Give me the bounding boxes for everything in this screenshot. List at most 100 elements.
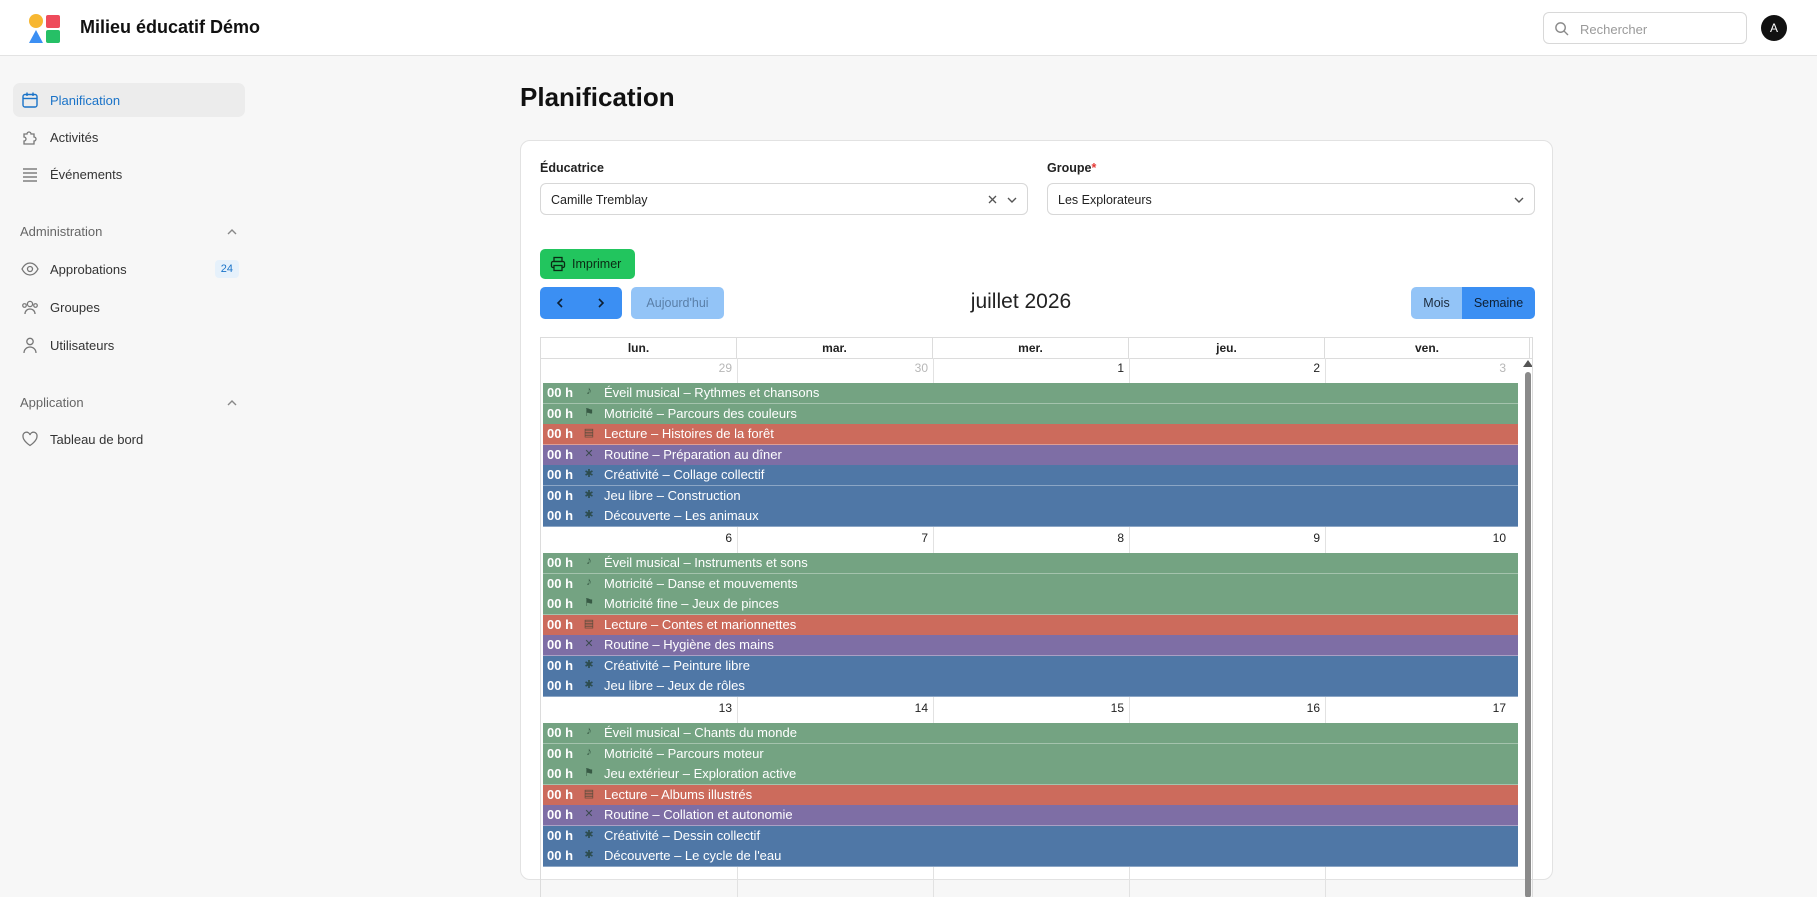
scroll-thumb[interactable] [1525, 372, 1531, 897]
event-time: 00 h [547, 447, 574, 462]
sidebar-item-activites[interactable]: Activités [13, 120, 245, 154]
day-number[interactable]: 14 [914, 701, 928, 715]
event-time: 00 h [547, 807, 574, 822]
day-number[interactable]: 30 [914, 361, 928, 375]
running-icon: ⚑ [584, 407, 594, 419]
event-title: Éveil musical – Rythmes et chansons [604, 385, 820, 400]
planning-card: Éducatrice Camille Tremblay Groupe* Les … [520, 140, 1553, 897]
calendar-event[interactable]: 00 h ✱ Jeu libre – Construction [543, 486, 1518, 507]
calendar-event[interactable]: 00 h ✱ Découverte – Les animaux [543, 506, 1518, 527]
groupe-select[interactable]: Les Explorateurs [1047, 183, 1535, 215]
event-title: Motricité – Parcours des couleurs [604, 406, 797, 421]
sidebar-item-groupes[interactable]: Groupes [13, 290, 245, 324]
user-avatar[interactable]: A [1761, 15, 1787, 41]
day-number[interactable]: 2 [1313, 361, 1320, 375]
event-time: 00 h [547, 617, 574, 632]
calendar-nav [540, 287, 622, 319]
view-week-button[interactable]: Semaine [1462, 287, 1535, 319]
event-time: 00 h [547, 576, 574, 591]
calendar-event[interactable]: 00 h ▤ Lecture – Contes et marionnettes [543, 615, 1518, 636]
search-icon [1555, 22, 1569, 36]
calendar-event[interactable]: 00 h ✱ Jeu libre – Jeux de rôles [543, 676, 1518, 697]
weekday-label: ven. [1325, 338, 1530, 358]
groupe-label: Groupe* [1047, 161, 1096, 175]
event-title: Motricité – Parcours moteur [604, 746, 764, 761]
prev-button[interactable] [540, 287, 581, 319]
calendar-event[interactable]: 00 h ⚑ Jeu extérieur – Exploration active [543, 764, 1518, 785]
chevron-up-icon[interactable] [226, 397, 238, 409]
day-number[interactable]: 7 [921, 531, 928, 545]
calendar-event[interactable]: 00 h ⚑ Motricité – Parcours des couleurs [543, 404, 1518, 425]
sidebar-item-evenements[interactable]: Événements [13, 157, 245, 191]
calendar-event[interactable]: 00 h ♪ Éveil musical – Rythmes et chansons [543, 383, 1518, 404]
event-time: 00 h [547, 637, 574, 652]
event-time: 00 h [547, 488, 574, 503]
day-number[interactable]: 1 [1117, 361, 1124, 375]
calendar-event[interactable]: 00 h ⚑ Motricité fine – Jeux de pinces [543, 594, 1518, 615]
calendar-event[interactable]: 00 h ▤ Lecture – Histoires de la forêt [543, 424, 1518, 445]
sidebar-item-utilisateurs[interactable]: Utilisateurs [13, 328, 245, 362]
day-number[interactable]: 6 [725, 531, 732, 545]
app-logo[interactable] [28, 13, 64, 45]
calendar-event[interactable]: 00 h ✱ Créativité – Peinture libre [543, 656, 1518, 677]
day-number[interactable]: 9 [1313, 531, 1320, 545]
calendar-event[interactable]: 00 h ✕ Routine – Hygiène des mains [543, 635, 1518, 656]
day-number[interactable]: 29 [718, 361, 732, 375]
next-button[interactable] [581, 287, 622, 319]
event-title: Lecture – Contes et marionnettes [604, 617, 797, 632]
day-number[interactable]: 8 [1117, 531, 1124, 545]
print-button[interactable]: Imprimer [540, 249, 635, 279]
calendar-event[interactable]: 00 h ✱ Créativité – Collage collectif [543, 465, 1518, 486]
educatrice-select[interactable]: Camille Tremblay [540, 183, 1028, 215]
sidebar-item-label: Événements [50, 167, 123, 182]
calendar-event[interactable]: 00 h ♪ Motricité – Danse et mouvements [543, 574, 1518, 595]
page-title: Planification [520, 82, 675, 112]
required-mark: * [1091, 161, 1097, 175]
calendar-event[interactable]: 00 h ✕ Routine – Collation et autonomie [543, 805, 1518, 826]
event-title: Créativité – Collage collectif [604, 467, 765, 482]
event-time: 00 h [547, 787, 574, 802]
calendar-event[interactable]: 00 h ▤ Lecture – Albums illustrés [543, 785, 1518, 806]
search-input[interactable] [1578, 19, 1742, 39]
calendar-scrollbar[interactable] [1523, 358, 1532, 897]
sidebar-item-label: Groupes [50, 300, 100, 315]
day-number[interactable]: 10 [1492, 531, 1506, 545]
sidebar: Planification Activités Événements Admin… [0, 56, 260, 866]
calendar-event[interactable]: 00 h ♪ Motricité – Parcours moteur [543, 744, 1518, 765]
book-icon: ▤ [583, 618, 595, 630]
book-icon: ▤ [583, 788, 595, 800]
today-button[interactable]: Aujourd'hui [631, 287, 724, 319]
scroll-up-arrow[interactable] [1523, 360, 1532, 367]
search-box[interactable] [1543, 12, 1747, 44]
day-number[interactable]: 16 [1306, 701, 1320, 715]
chevron-up-icon[interactable] [226, 226, 238, 238]
clear-icon[interactable] [987, 194, 998, 205]
calendar-event[interactable]: 00 h ✱ Créativité – Dessin collectif [543, 826, 1518, 847]
sidebar-item-tableau-de-bord[interactable]: Tableau de bord [13, 422, 245, 456]
calendar-event[interactable]: 00 h ✕ Routine – Préparation au dîner [543, 445, 1518, 466]
event-title: Jeu libre – Jeux de rôles [604, 678, 745, 693]
sidebar-item-approbations[interactable]: Approbations 24 [13, 252, 245, 286]
view-month-button[interactable]: Mois [1411, 287, 1462, 319]
day-number[interactable]: 13 [718, 701, 732, 715]
running-icon: ⚑ [584, 597, 594, 609]
calendar-event[interactable]: 00 h ✱ Découverte – Le cycle de l'eau [543, 846, 1518, 867]
weekday-label: mar. [737, 338, 933, 358]
sidebar-item-label: Planification [50, 93, 121, 108]
weekday-header: lun. mar. mer. jeu. ven. [541, 338, 1532, 359]
day-number[interactable]: 3 [1499, 361, 1506, 375]
calendar-event[interactable]: 00 h ♪ Éveil musical – Chants du monde [543, 723, 1518, 744]
day-number[interactable]: 17 [1492, 701, 1506, 715]
users-icon [22, 300, 38, 315]
sidebar-item-planification[interactable]: Planification [13, 83, 245, 117]
weekday-label: lun. [541, 338, 737, 358]
calendar-icon [22, 92, 38, 108]
section-application[interactable]: Application [20, 395, 238, 415]
section-administration[interactable]: Administration [20, 224, 238, 244]
day-number[interactable]: 15 [1110, 701, 1124, 715]
event-time: 00 h [547, 848, 574, 863]
event-time: 00 h [547, 508, 574, 523]
event-title: Jeu libre – Construction [604, 488, 741, 503]
calendar-event[interactable]: 00 h ♪ Éveil musical – Instruments et sons [543, 553, 1518, 574]
event-time: 00 h [547, 426, 574, 441]
